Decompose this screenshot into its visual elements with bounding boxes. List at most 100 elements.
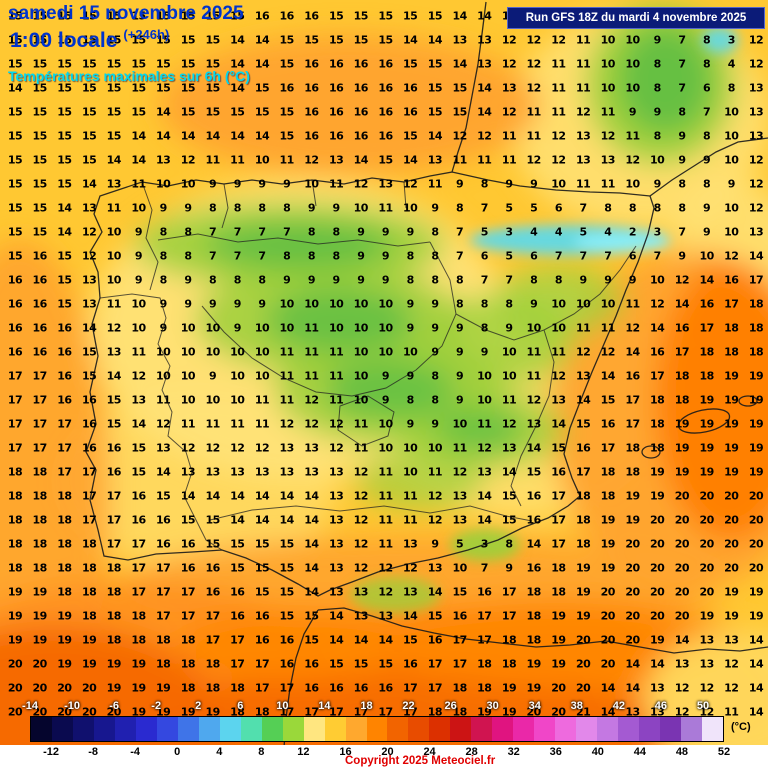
temp-value: 14 [180, 489, 196, 503]
scale-top-label: 10 [276, 700, 289, 712]
temp-value: 9 [456, 369, 464, 383]
temp-value: 19 [551, 633, 566, 647]
temp-value: 17 [81, 465, 97, 479]
temp-value: 11 [180, 417, 196, 431]
temp-value: 15 [230, 9, 245, 23]
temp-value: 14 [131, 129, 146, 143]
temp-value: 9 [209, 297, 217, 311]
temp-value: 17 [156, 609, 171, 623]
temp-value: 7 [678, 57, 686, 71]
temp-value: 9 [604, 273, 612, 287]
temp-value: 20 [7, 657, 23, 671]
scale-cell [660, 717, 682, 741]
temp-value: 8 [307, 225, 316, 239]
temp-value: 9 [678, 153, 686, 167]
temp-value: 15 [106, 417, 122, 431]
temp-value: 14 [131, 153, 146, 167]
temp-value: 15 [353, 9, 369, 23]
temp-value: 9 [456, 321, 464, 335]
temp-value: 19 [57, 609, 72, 623]
temp-value: 6 [628, 249, 637, 263]
temp-value: 18 [452, 705, 467, 719]
temp-value: 11 [353, 441, 369, 455]
temp-value: 13 [106, 177, 122, 191]
temp-value: 16 [279, 657, 295, 671]
temp-value: 15 [328, 9, 344, 23]
temp-value: 9 [184, 297, 192, 311]
temp-value: 17 [81, 513, 97, 527]
temp-value: 12 [328, 441, 344, 455]
temp-value: 16 [7, 297, 23, 311]
temp-value: 15 [32, 177, 48, 191]
temp-value: 15 [205, 513, 220, 527]
temp-value: 11 [378, 201, 393, 215]
temp-value: 14 [156, 129, 171, 143]
temp-value: 12 [575, 105, 591, 119]
temp-value: 13 [501, 441, 517, 455]
temp-value: 7 [233, 225, 242, 239]
temp-value: 10 [328, 321, 344, 335]
temp-value: 19 [724, 609, 739, 623]
temp-value: 8 [505, 297, 513, 311]
temp-value: 10 [353, 369, 369, 383]
temp-value: 17 [131, 561, 146, 575]
temp-value: 11 [427, 465, 443, 479]
temp-value: 11 [205, 417, 220, 431]
temp-value: 18 [674, 369, 690, 383]
temp-value: 18 [180, 657, 196, 671]
temp-value: 20 [551, 681, 566, 695]
temp-value: 19 [650, 633, 665, 647]
temp-value: 10 [724, 105, 739, 119]
temp-value: 19 [748, 465, 764, 479]
temp-value: 9 [159, 297, 168, 311]
temp-value: 8 [431, 393, 439, 407]
temp-value: 8 [703, 177, 711, 191]
scale-cell [387, 717, 409, 741]
temp-value: 7 [456, 225, 464, 239]
scale-cell [450, 717, 472, 741]
temp-value: 14 [477, 513, 492, 527]
temp-value: 6 [703, 81, 711, 95]
temp-value: 16 [304, 57, 319, 71]
temp-value: 9 [579, 273, 588, 287]
temp-value: 18 [230, 681, 245, 695]
temp-value: 15 [205, 105, 220, 119]
temp-value: 7 [209, 249, 217, 263]
temp-value: 11 [501, 153, 517, 167]
temp-value: 3 [505, 225, 513, 239]
temp-value: 19 [81, 657, 97, 671]
temp-value: 16 [106, 465, 122, 479]
temp-value: 12 [526, 81, 542, 95]
temp-value: 18 [674, 393, 690, 407]
temp-value: 19 [699, 465, 714, 479]
temp-value: 18 [699, 345, 714, 359]
temp-value: 20 [600, 657, 616, 671]
temp-value: 9 [431, 417, 439, 431]
temp-value: 10 [378, 345, 393, 359]
temp-value: 9 [431, 321, 439, 335]
temp-value: 5 [480, 225, 489, 239]
scale-bottom-label: 16 [339, 746, 352, 758]
temp-value: 12 [353, 513, 369, 527]
temp-value: 9 [530, 177, 538, 191]
temp-value: 12 [526, 393, 542, 407]
scale-cell [31, 717, 52, 741]
temp-value: 17 [427, 657, 443, 671]
temp-value: 19 [551, 609, 566, 623]
temp-value: 10 [600, 81, 616, 95]
temp-value: 12 [551, 153, 566, 167]
temp-value: 10 [551, 177, 566, 191]
temp-value: 16 [699, 297, 714, 311]
temp-value: 16 [131, 489, 146, 503]
temp-value: 19 [156, 681, 171, 695]
temp-value: 15 [81, 153, 97, 167]
temp-value: 9 [505, 561, 513, 575]
temp-value: 8 [283, 249, 291, 263]
temp-value: 7 [579, 249, 588, 263]
temp-value: 14 [304, 489, 319, 503]
temp-value: 16 [57, 321, 72, 335]
temp-value: 17 [106, 537, 122, 551]
temp-value: 11 [526, 105, 542, 119]
temp-value: 10 [304, 177, 319, 191]
